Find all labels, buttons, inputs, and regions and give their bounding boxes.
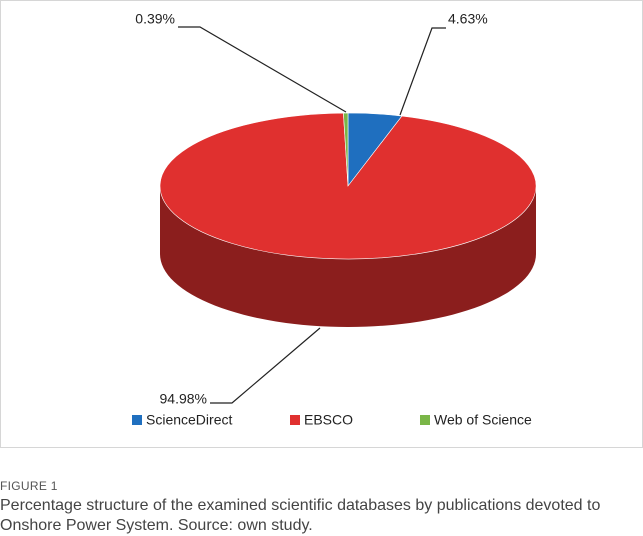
data-label: 4.63% xyxy=(448,11,488,27)
leader-line xyxy=(210,327,321,404)
legend-label: ScienceDirect xyxy=(146,412,232,428)
leader-line xyxy=(178,26,347,113)
legend-label: EBSCO xyxy=(304,412,353,428)
figure-label: FIGURE 1 xyxy=(0,479,58,493)
slice-side xyxy=(160,186,536,327)
figure-caption: Percentage structure of the examined sci… xyxy=(0,497,601,534)
legend-swatch xyxy=(132,415,142,425)
slice xyxy=(343,112,349,187)
data-label: 0.39% xyxy=(135,11,175,27)
data-label: 94.98% xyxy=(160,391,207,407)
chart: 4.63% 94.98% 0.39% ScienceDirect EBSCO Web of… xyxy=(0,0,643,448)
legend-swatch xyxy=(420,415,430,425)
legend-swatch xyxy=(290,415,300,425)
leader-line xyxy=(399,27,446,116)
legend-label: Web of Science xyxy=(434,412,532,428)
